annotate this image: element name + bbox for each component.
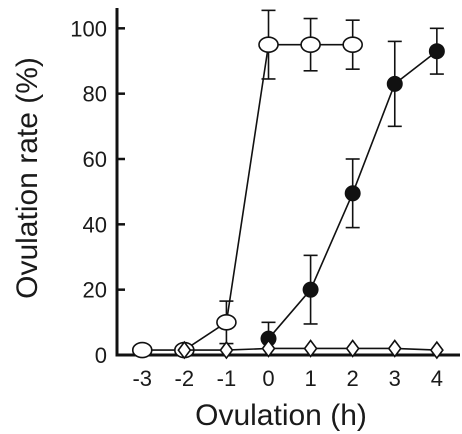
x-axis-title: Ovulation (h) [195,399,367,432]
y-tick-label: 100 [70,16,107,41]
open-circle-point [217,315,236,330]
series-layer [133,10,445,358]
y-tick-label: 80 [83,82,107,107]
open-circle-point [343,37,362,52]
open-circle-point [133,343,152,358]
series-open-circle [133,10,362,357]
x-tick-label: 2 [347,366,359,391]
filled-circle-point [345,186,360,201]
x-tick-label: 4 [431,366,443,391]
x-tick-label: 1 [304,366,316,391]
open-circle-point [259,37,278,52]
open-circle-point [301,37,320,52]
y-tick-label: 0 [95,343,107,368]
filled-circle-point [303,282,318,297]
y-tick-label: 20 [83,278,107,303]
x-tick-label: -2 [175,366,195,391]
y-axis-title: Ovulation rate (%) [11,57,44,299]
series-line [142,45,352,350]
filled-circle-point [387,76,402,91]
filled-circle-point [429,44,444,59]
y-tick-label: 60 [83,147,107,172]
x-tick-label: 0 [262,366,274,391]
x-tick-label: -1 [217,366,237,391]
x-tick-label: -3 [132,366,152,391]
x-tick-label: 3 [389,366,401,391]
y-tick-label: 40 [83,212,107,237]
series-filled-circle [261,28,444,355]
